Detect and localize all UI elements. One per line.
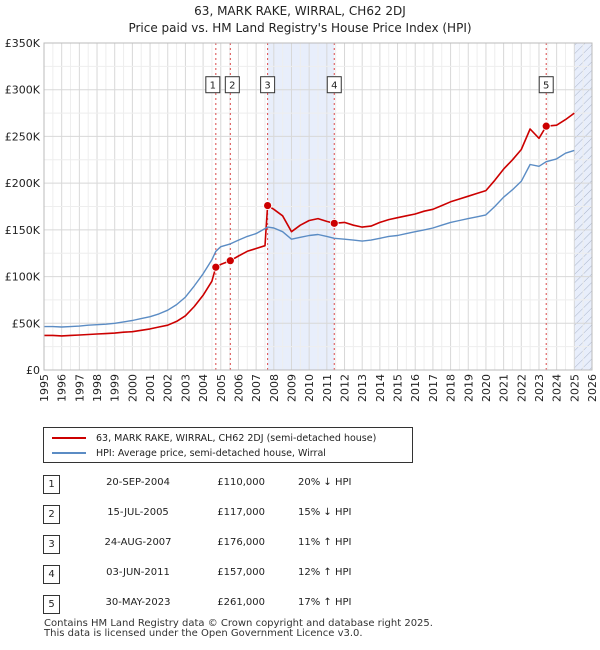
- x-tick-label: 2002: [162, 374, 175, 402]
- x-tick-label: 2013: [356, 374, 369, 402]
- x-tick-label: 2018: [445, 374, 458, 402]
- x-tick-label: 2025: [568, 374, 581, 402]
- plot-border: [43, 42, 593, 371]
- y-tick-label: £250K: [5, 130, 41, 143]
- x-tick-label: 2009: [285, 374, 298, 402]
- series-line-hpi: [44, 149, 575, 328]
- sale-label-box: [538, 76, 554, 94]
- x-tick-label: 2012: [339, 374, 352, 402]
- sale-label-number: 2: [229, 81, 235, 92]
- chart-title-line2: Price paid vs. HM Land Registry's House …: [128, 21, 472, 35]
- x-tick-label: 2017: [427, 374, 440, 402]
- sale-point: [211, 262, 221, 272]
- x-tick-label: 2001: [144, 374, 157, 402]
- x-tick-label: 2022: [515, 374, 528, 402]
- sale-date: 03-JUN-2011: [106, 567, 170, 578]
- legend-item-property: 63, MARK RAKE, WIRRAL, CH62 2DJ (semi-de…: [52, 431, 376, 445]
- sale-price: £157,000: [217, 567, 265, 578]
- x-tick-label: 2006: [232, 374, 245, 402]
- x-tick-label: 2004: [197, 374, 210, 402]
- x-tick-label: 1995: [38, 374, 51, 402]
- sale-label-box: [205, 76, 221, 94]
- sale-row: 4 03-JUN-2011 £157,000 12% ↑ HPI: [43, 565, 463, 585]
- x-tick-label: 1998: [91, 374, 104, 402]
- sale-label-box: [326, 76, 342, 94]
- chart-legend: 63, MARK RAKE, WIRRAL, CH62 2DJ (semi-de…: [43, 427, 413, 463]
- sale-label-number: 1: [210, 81, 216, 92]
- sale-label-number: 5: [543, 81, 549, 92]
- x-tick-label: 2000: [126, 374, 139, 402]
- legend-swatch-property: [52, 437, 86, 439]
- x-tick-label: 2024: [551, 374, 564, 402]
- sale-hpi-diff: 20% ↓ HPI: [298, 477, 352, 488]
- sale-row: 3 24-AUG-2007 £176,000 11% ↑ HPI: [43, 535, 463, 555]
- x-tick-label: 2015: [392, 374, 405, 402]
- sale-row: 1 20-SEP-2004 £110,000 20% ↓ HPI: [43, 475, 463, 495]
- sale-point: [263, 201, 273, 210]
- y-tick-label: £300K: [5, 84, 41, 97]
- legend-label-hpi: HPI: Average price, semi-detached house,…: [96, 447, 326, 459]
- sale-price: £261,000: [217, 597, 265, 608]
- price-chart: £0 £50K £100K £150K £200K £250K £300K £350K 1995…: [5, 37, 599, 402]
- x-tick-label: 1999: [109, 374, 122, 402]
- footer-attribution: Contains HM Land Registry data © Crown c…: [44, 619, 433, 639]
- chart-title-line1: 63, MARK RAKE, WIRRAL, CH62 2DJ: [194, 4, 406, 18]
- x-tick-label: 2014: [374, 374, 387, 402]
- legend-swatch-hpi: [52, 452, 86, 454]
- y-tick-label: £100K: [5, 271, 41, 284]
- sale-hpi-diff: 15% ↓ HPI: [298, 507, 352, 518]
- sale-price: £110,000: [217, 477, 265, 488]
- sale-price: £117,000: [217, 507, 265, 518]
- footer-line2: This data is licensed under the Open Gov…: [44, 628, 363, 639]
- x-tick-label: 2007: [250, 374, 263, 402]
- chart-title: 63, MARK RAKE, WIRRAL, CH62 2DJ Price pa…: [0, 3, 600, 37]
- sale-date: 24-AUG-2007: [104, 537, 172, 548]
- legend-label-property: 63, MARK RAKE, WIRRAL, CH62 2DJ (semi-de…: [96, 432, 377, 444]
- sale-date: 15-JUL-2005: [107, 507, 169, 518]
- sale-hpi-diff: 17% ↑ HPI: [298, 597, 352, 608]
- x-tick-label: 2003: [179, 374, 192, 402]
- x-tick-label: 2021: [498, 374, 511, 402]
- sale-point: [329, 218, 339, 228]
- sale-hpi-diff: 12% ↑ HPI: [298, 567, 352, 578]
- x-tick-label: 2023: [533, 374, 546, 402]
- sale-hpi-diff: 11% ↑ HPI: [298, 537, 352, 548]
- sale-label-box: [224, 76, 240, 94]
- x-tick-label: 2016: [409, 374, 422, 402]
- sale-number-badge: 4: [43, 565, 60, 584]
- sale-label-number: 4: [331, 81, 337, 92]
- x-tick-label: 2026: [586, 374, 599, 402]
- sale-row: 5 30-MAY-2023 £261,000 17% ↑ HPI: [43, 595, 463, 615]
- sale-price: £176,000: [217, 537, 265, 548]
- sale-date: 20-SEP-2004: [106, 477, 170, 488]
- sale-date: 30-MAY-2023: [105, 597, 171, 608]
- x-tick-label: 2005: [215, 374, 228, 402]
- sale-row: 2 15-JUL-2005 £117,000 15% ↓ HPI: [43, 505, 463, 525]
- x-tick-label: 2020: [480, 374, 493, 402]
- series-line-property: [44, 112, 575, 337]
- x-tick-label: 2008: [268, 374, 281, 402]
- sale-label-number: 3: [264, 81, 270, 92]
- y-tick-label: £50K: [12, 317, 41, 330]
- x-tick-label: 1996: [56, 374, 69, 402]
- x-tick-label: 2010: [303, 374, 316, 402]
- y-tick-label: £150K: [5, 224, 41, 237]
- sale-label-box: [260, 76, 276, 94]
- x-tick-label: 2011: [321, 374, 334, 402]
- sale-point: [225, 256, 235, 266]
- sale-point: [541, 121, 551, 131]
- footer-line1: Contains HM Land Registry data © Crown c…: [44, 618, 433, 629]
- sale-number-badge: 1: [43, 475, 60, 494]
- x-tick-label: 1997: [73, 374, 86, 402]
- y-tick-label: £350K: [5, 37, 41, 50]
- sale-number-badge: 5: [43, 595, 60, 614]
- y-tick-label: £0: [26, 364, 40, 377]
- sale-number-badge: 2: [43, 505, 60, 524]
- sale-number-badge: 3: [43, 535, 60, 554]
- y-tick-label: £200K: [5, 177, 41, 190]
- x-tick-label: 2019: [462, 374, 475, 402]
- legend-item-hpi: HPI: Average price, semi-detached house,…: [52, 446, 326, 460]
